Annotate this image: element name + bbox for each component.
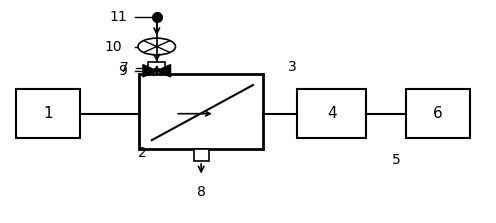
Text: 1: 1 xyxy=(44,106,53,121)
Text: 5: 5 xyxy=(391,153,400,167)
Bar xyxy=(148,62,165,74)
Bar xyxy=(406,89,470,138)
Text: 8: 8 xyxy=(197,185,205,199)
Text: 3: 3 xyxy=(288,60,297,74)
Bar xyxy=(194,149,208,161)
Bar xyxy=(139,74,263,149)
Text: 9: 9 xyxy=(118,64,127,78)
Text: 11: 11 xyxy=(110,10,127,24)
Polygon shape xyxy=(157,65,171,77)
Text: 10: 10 xyxy=(105,39,122,54)
Text: 6: 6 xyxy=(433,106,443,121)
Text: 4: 4 xyxy=(327,106,337,121)
Polygon shape xyxy=(143,65,157,77)
Text: 2: 2 xyxy=(137,146,146,160)
Bar xyxy=(16,89,80,138)
Text: 7: 7 xyxy=(120,61,128,75)
Bar xyxy=(297,89,367,138)
